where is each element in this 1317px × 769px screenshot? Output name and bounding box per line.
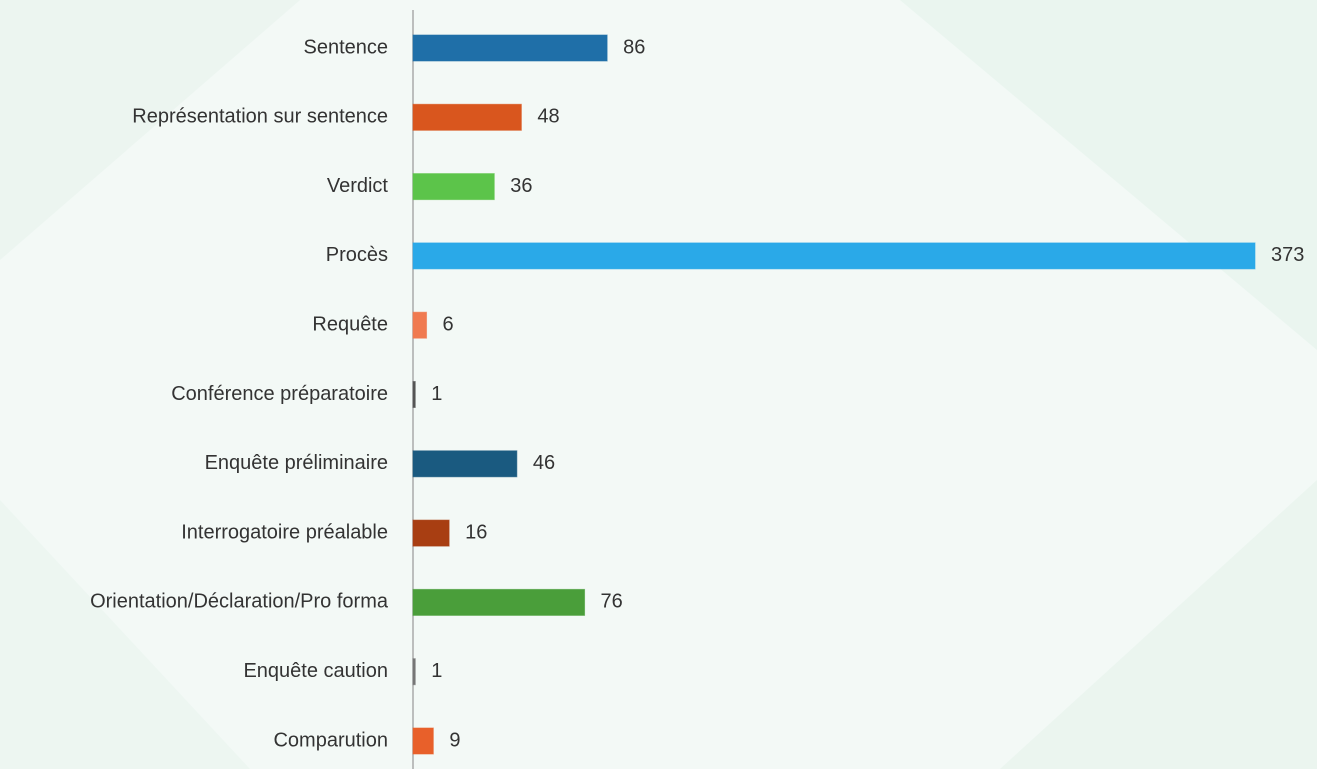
bar bbox=[412, 34, 608, 62]
category-label: Conférence préparatoire bbox=[171, 383, 388, 405]
bar bbox=[412, 103, 522, 131]
bar bbox=[412, 173, 495, 201]
value-label: 76 bbox=[601, 591, 623, 613]
category-label: Enquête préliminaire bbox=[205, 452, 388, 474]
value-label: 36 bbox=[510, 175, 532, 197]
value-label: 9 bbox=[449, 729, 460, 751]
bar bbox=[412, 727, 434, 755]
bar bbox=[412, 519, 450, 547]
category-label: Sentence bbox=[303, 36, 388, 58]
category-label: Enquête caution bbox=[243, 660, 388, 682]
category-label: Requête bbox=[312, 313, 388, 335]
background-shape bbox=[0, 0, 300, 260]
bar bbox=[412, 242, 1256, 270]
bar bbox=[412, 450, 518, 478]
value-label: 86 bbox=[623, 36, 645, 58]
value-label: 1 bbox=[431, 383, 442, 405]
category-label: Représentation sur sentence bbox=[132, 106, 388, 128]
background-shape bbox=[1000, 480, 1317, 769]
category-label: Interrogatoire préalable bbox=[181, 521, 388, 543]
bar bbox=[412, 588, 586, 616]
bar bbox=[412, 658, 416, 686]
value-label: 46 bbox=[533, 452, 555, 474]
value-label: 48 bbox=[537, 106, 559, 128]
value-label: 6 bbox=[443, 313, 454, 335]
bar bbox=[412, 381, 416, 408]
value-label: 373 bbox=[1271, 244, 1304, 266]
background-shape bbox=[0, 500, 250, 769]
bar bbox=[412, 311, 428, 339]
value-label: 16 bbox=[465, 521, 487, 543]
category-label: Procès bbox=[326, 244, 388, 266]
category-label: Verdict bbox=[327, 175, 389, 197]
category-label: Orientation/Déclaration/Pro forma bbox=[90, 591, 389, 613]
value-label: 1 bbox=[431, 660, 442, 682]
category-label: Comparution bbox=[273, 729, 388, 751]
